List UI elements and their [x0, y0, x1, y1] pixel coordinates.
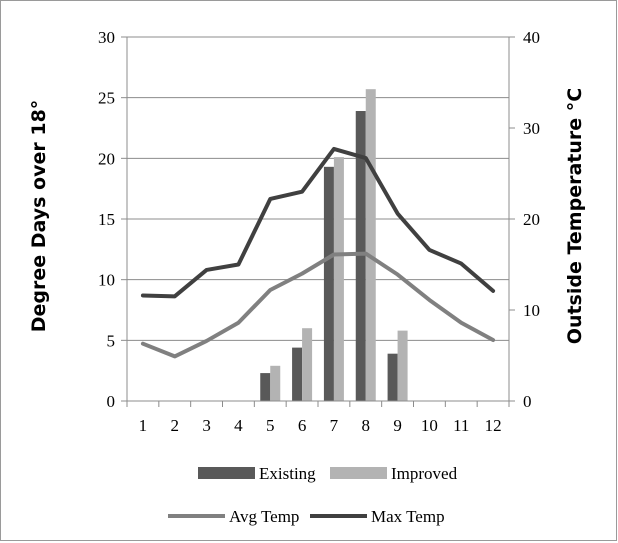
line-group [140, 146, 496, 359]
y-left-tick-label: 10 [98, 271, 115, 290]
y-right-tick-label: 20 [523, 210, 540, 229]
bar-improved [270, 365, 281, 401]
y-axis-right-label: Outside Temperature °C [564, 88, 586, 344]
y-right-tick-label: 30 [523, 119, 540, 138]
bar-existing [323, 166, 334, 401]
line-avg-temp [140, 251, 496, 359]
legend-swatch-existing [198, 467, 255, 479]
bar-group [260, 89, 408, 401]
y-axis-left-label: Degree Days over 18° [28, 100, 50, 333]
legend: Existing Improved Avg Temp Max Temp [168, 464, 458, 526]
bar-improved [397, 330, 408, 401]
x-tick-label: 11 [453, 416, 469, 435]
y-left-tick-label: 30 [98, 28, 115, 47]
y-right-tick-label: 40 [523, 28, 540, 47]
bar-existing [355, 111, 366, 401]
y-left-tick-label: 25 [98, 89, 115, 108]
legend-label-max-temp: Max Temp [371, 507, 445, 526]
bar-existing [260, 373, 271, 401]
gridlines [127, 36, 509, 341]
bar-improved [302, 328, 313, 401]
x-tick-label: 8 [362, 416, 371, 435]
bar-improved [365, 89, 376, 401]
y-left-tick-label: 5 [107, 331, 116, 350]
x-tick-label: 5 [266, 416, 275, 435]
bar-improved [333, 157, 344, 401]
y-right-tick-label: 0 [523, 392, 532, 411]
x-tick-label: 3 [202, 416, 211, 435]
x-tick-label: 12 [485, 416, 502, 435]
x-tick-label: 10 [421, 416, 438, 435]
x-tick-label: 1 [139, 416, 148, 435]
x-tick-label: 2 [171, 416, 180, 435]
x-tick-label: 9 [393, 416, 402, 435]
y-left-tick-label: 20 [98, 149, 115, 168]
y-left-tick-label: 15 [98, 210, 115, 229]
x-tick-label: 7 [330, 416, 339, 435]
x-tick-label: 4 [234, 416, 243, 435]
bar-existing [292, 347, 303, 401]
legend-label-improved: Improved [391, 464, 458, 483]
legend-label-avg-temp: Avg Temp [229, 507, 299, 526]
y-right-tick-label: 10 [523, 301, 540, 320]
bar-existing [387, 353, 398, 401]
line-max-temp [140, 146, 496, 299]
x-tick-label: 6 [298, 416, 307, 435]
y-left-tick-label: 0 [107, 392, 116, 411]
axes [121, 36, 515, 407]
legend-label-existing: Existing [259, 464, 316, 483]
legend-swatch-improved [330, 467, 387, 479]
